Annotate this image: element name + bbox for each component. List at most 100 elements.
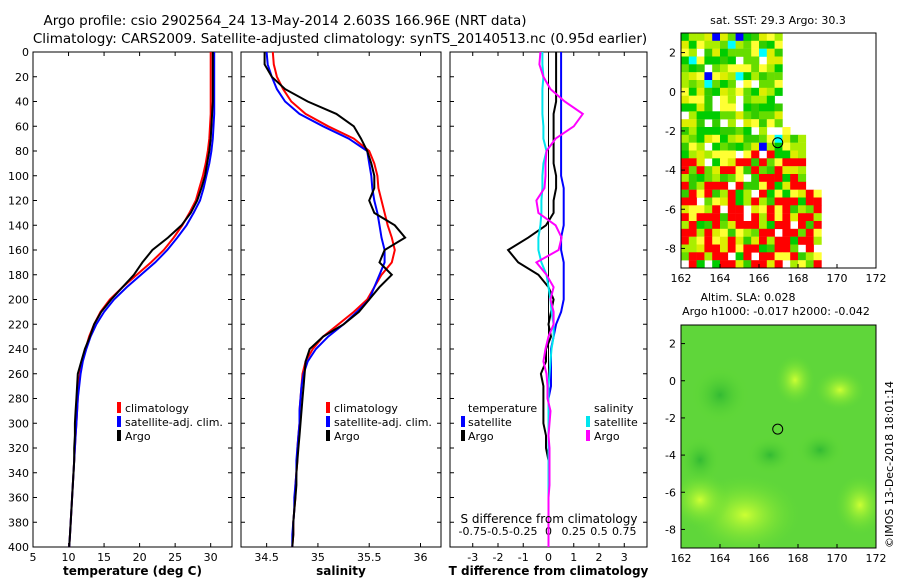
map-x-tick-label: 166 [749, 272, 770, 285]
depth-tick-label: 20 [15, 71, 29, 84]
legend-swatch-argo [326, 430, 330, 441]
map-frame [680, 32, 877, 269]
argo-location-marker [772, 423, 784, 435]
series-line-s-argo [534, 51, 585, 547]
temperature-legend: climatology satellite-adj. clim. Argo [117, 402, 223, 443]
map-frame [680, 324, 877, 549]
x-tick-label: -2 [493, 551, 504, 564]
difference-legend: temperature satellite Argo salinity sate… [461, 402, 638, 443]
map-x-tick-label: 168 [788, 552, 809, 565]
series-line-argo [68, 52, 214, 548]
map-y-tick-label: -2 [665, 125, 676, 138]
sla-map-panel: 162 164 166 168 170 172 2 0 -2 -4 -6 -8 [665, 324, 887, 565]
secondary-tick-label: 0.5 [590, 525, 608, 538]
depth-tick-label: 40 [15, 96, 29, 109]
legend-swatch-satellite [117, 416, 121, 427]
depth-tick-label: 300 [8, 417, 29, 430]
temperature-panel: 0 20 40 60 80 100 120 140 160 180 200 220 240 260 280 3… [8, 46, 233, 578]
plot-frame [32, 51, 233, 548]
x-tick-label: 34.5 [254, 551, 279, 564]
legend-swatch-climatology [117, 402, 121, 413]
depth-tick-label: 260 [8, 368, 29, 381]
map-x-tick-label: 172 [866, 272, 887, 285]
legend-label-argo: Argo [125, 430, 151, 443]
map-x-tick-label: 162 [671, 552, 692, 565]
x-tick-label: 20 [133, 551, 147, 564]
map-y-tick-label: -4 [665, 164, 676, 177]
sla-map-subtitle: Argo h1000: -0.017 h2000: -0.042 [682, 305, 870, 318]
map-x-tick-label: 172 [866, 552, 887, 565]
x-tick-label: 15 [97, 551, 111, 564]
x-tick-label: -3 [467, 551, 478, 564]
legend-swatch-s-argo [586, 430, 590, 441]
depth-tick-label: 400 [8, 541, 29, 554]
depth-tick-label: 200 [8, 294, 29, 307]
x-tick-label: 35 [311, 551, 325, 564]
legend-label-satellite: satellite-adj. clim. [334, 416, 432, 429]
map-y-tick-label: -8 [665, 523, 676, 536]
imos-watermark: ©IMOS 13-Dec-2018 18:01:14 [883, 381, 896, 548]
depth-tick-label: 320 [8, 442, 29, 455]
map-y-tick-label: 0 [669, 375, 676, 388]
argo-location-marker [772, 137, 784, 149]
x-tick-label: 30 [204, 551, 218, 564]
depth-tick-label: 360 [8, 492, 29, 505]
legend-swatch-t-argo [461, 430, 465, 441]
x-tick-label: 3 [621, 551, 628, 564]
map-y-tick-label: 0 [669, 86, 676, 99]
legend-title-salinity: salinity [594, 402, 634, 415]
plot-frame [240, 51, 442, 548]
depth-tick-label: 340 [8, 467, 29, 480]
depth-tick-label: 100 [8, 170, 29, 183]
depth-tick-label: 0 [22, 46, 29, 59]
sla-map-title: Altim. SLA: 0.028 [700, 291, 795, 304]
legend-swatch-argo [117, 430, 121, 441]
secondary-tick-label: 0.75 [612, 525, 637, 538]
x-tick-label: -1 [518, 551, 529, 564]
legend-label-satellite: satellite-adj. clim. [125, 416, 223, 429]
depth-tick-label: 240 [8, 343, 29, 356]
secondary-axis-label: S difference from climatology [461, 512, 638, 526]
legend-label-t-satellite: satellite [468, 416, 512, 429]
x-axis-label: temperature (deg C) [63, 564, 202, 578]
sla-heatmap [681, 325, 876, 548]
map-y-tick-label: 2 [669, 47, 676, 60]
x-tick-label: 2 [596, 551, 603, 564]
sst-map-panel: 162 164 166 168 170 172 2 0 -2 -4 -6 -8 [665, 32, 887, 285]
legend-label-argo: Argo [334, 430, 360, 443]
depth-tick-label: 60 [15, 120, 29, 133]
legend-swatch-t-satellite [461, 416, 465, 427]
map-x-tick-label: 166 [749, 552, 770, 565]
map-x-tick-label: 164 [710, 552, 731, 565]
x-axis-label: T difference from climatology [449, 564, 649, 578]
x-tick-label: 0 [545, 551, 552, 564]
map-y-tick-label: -6 [665, 486, 676, 499]
x-tick-label: 5 [30, 551, 37, 564]
legend-label-s-argo: Argo [594, 430, 620, 443]
x-axis-label: salinity [316, 564, 366, 578]
x-tick-label: 36 [413, 551, 427, 564]
sst-heatmap-cells [681, 33, 822, 269]
depth-tick-label: 280 [8, 393, 29, 406]
map-y-tick-label: -2 [665, 412, 676, 425]
depth-tick-label: 180 [8, 269, 29, 282]
series-line-argo [263, 52, 407, 548]
map-x-tick-label: 164 [710, 272, 731, 285]
title-line-2: Climatology: CARS2009. Satellite-adjuste… [33, 31, 647, 47]
secondary-tick-label: -0.5 [487, 525, 508, 538]
sst-map-title: sat. SST: 29.3 Argo: 30.3 [710, 14, 846, 27]
secondary-tick-label: -0.25 [509, 525, 537, 538]
legend-label-t-argo: Argo [468, 430, 494, 443]
depth-tick-label: 80 [15, 145, 29, 158]
map-x-tick-label: 170 [827, 552, 848, 565]
x-tick-label: 10 [62, 551, 76, 564]
legend-swatch-climatology [326, 402, 330, 413]
map-x-tick-label: 170 [827, 272, 848, 285]
legend-label-climatology: climatology [334, 402, 398, 415]
salinity-legend: climatology satellite-adj. clim. Argo [326, 402, 432, 443]
legend-swatch-s-satellite [586, 416, 590, 427]
legend-label-climatology: climatology [125, 402, 189, 415]
legend-swatch-satellite [326, 416, 330, 427]
secondary-tick-label: 0.25 [562, 525, 587, 538]
